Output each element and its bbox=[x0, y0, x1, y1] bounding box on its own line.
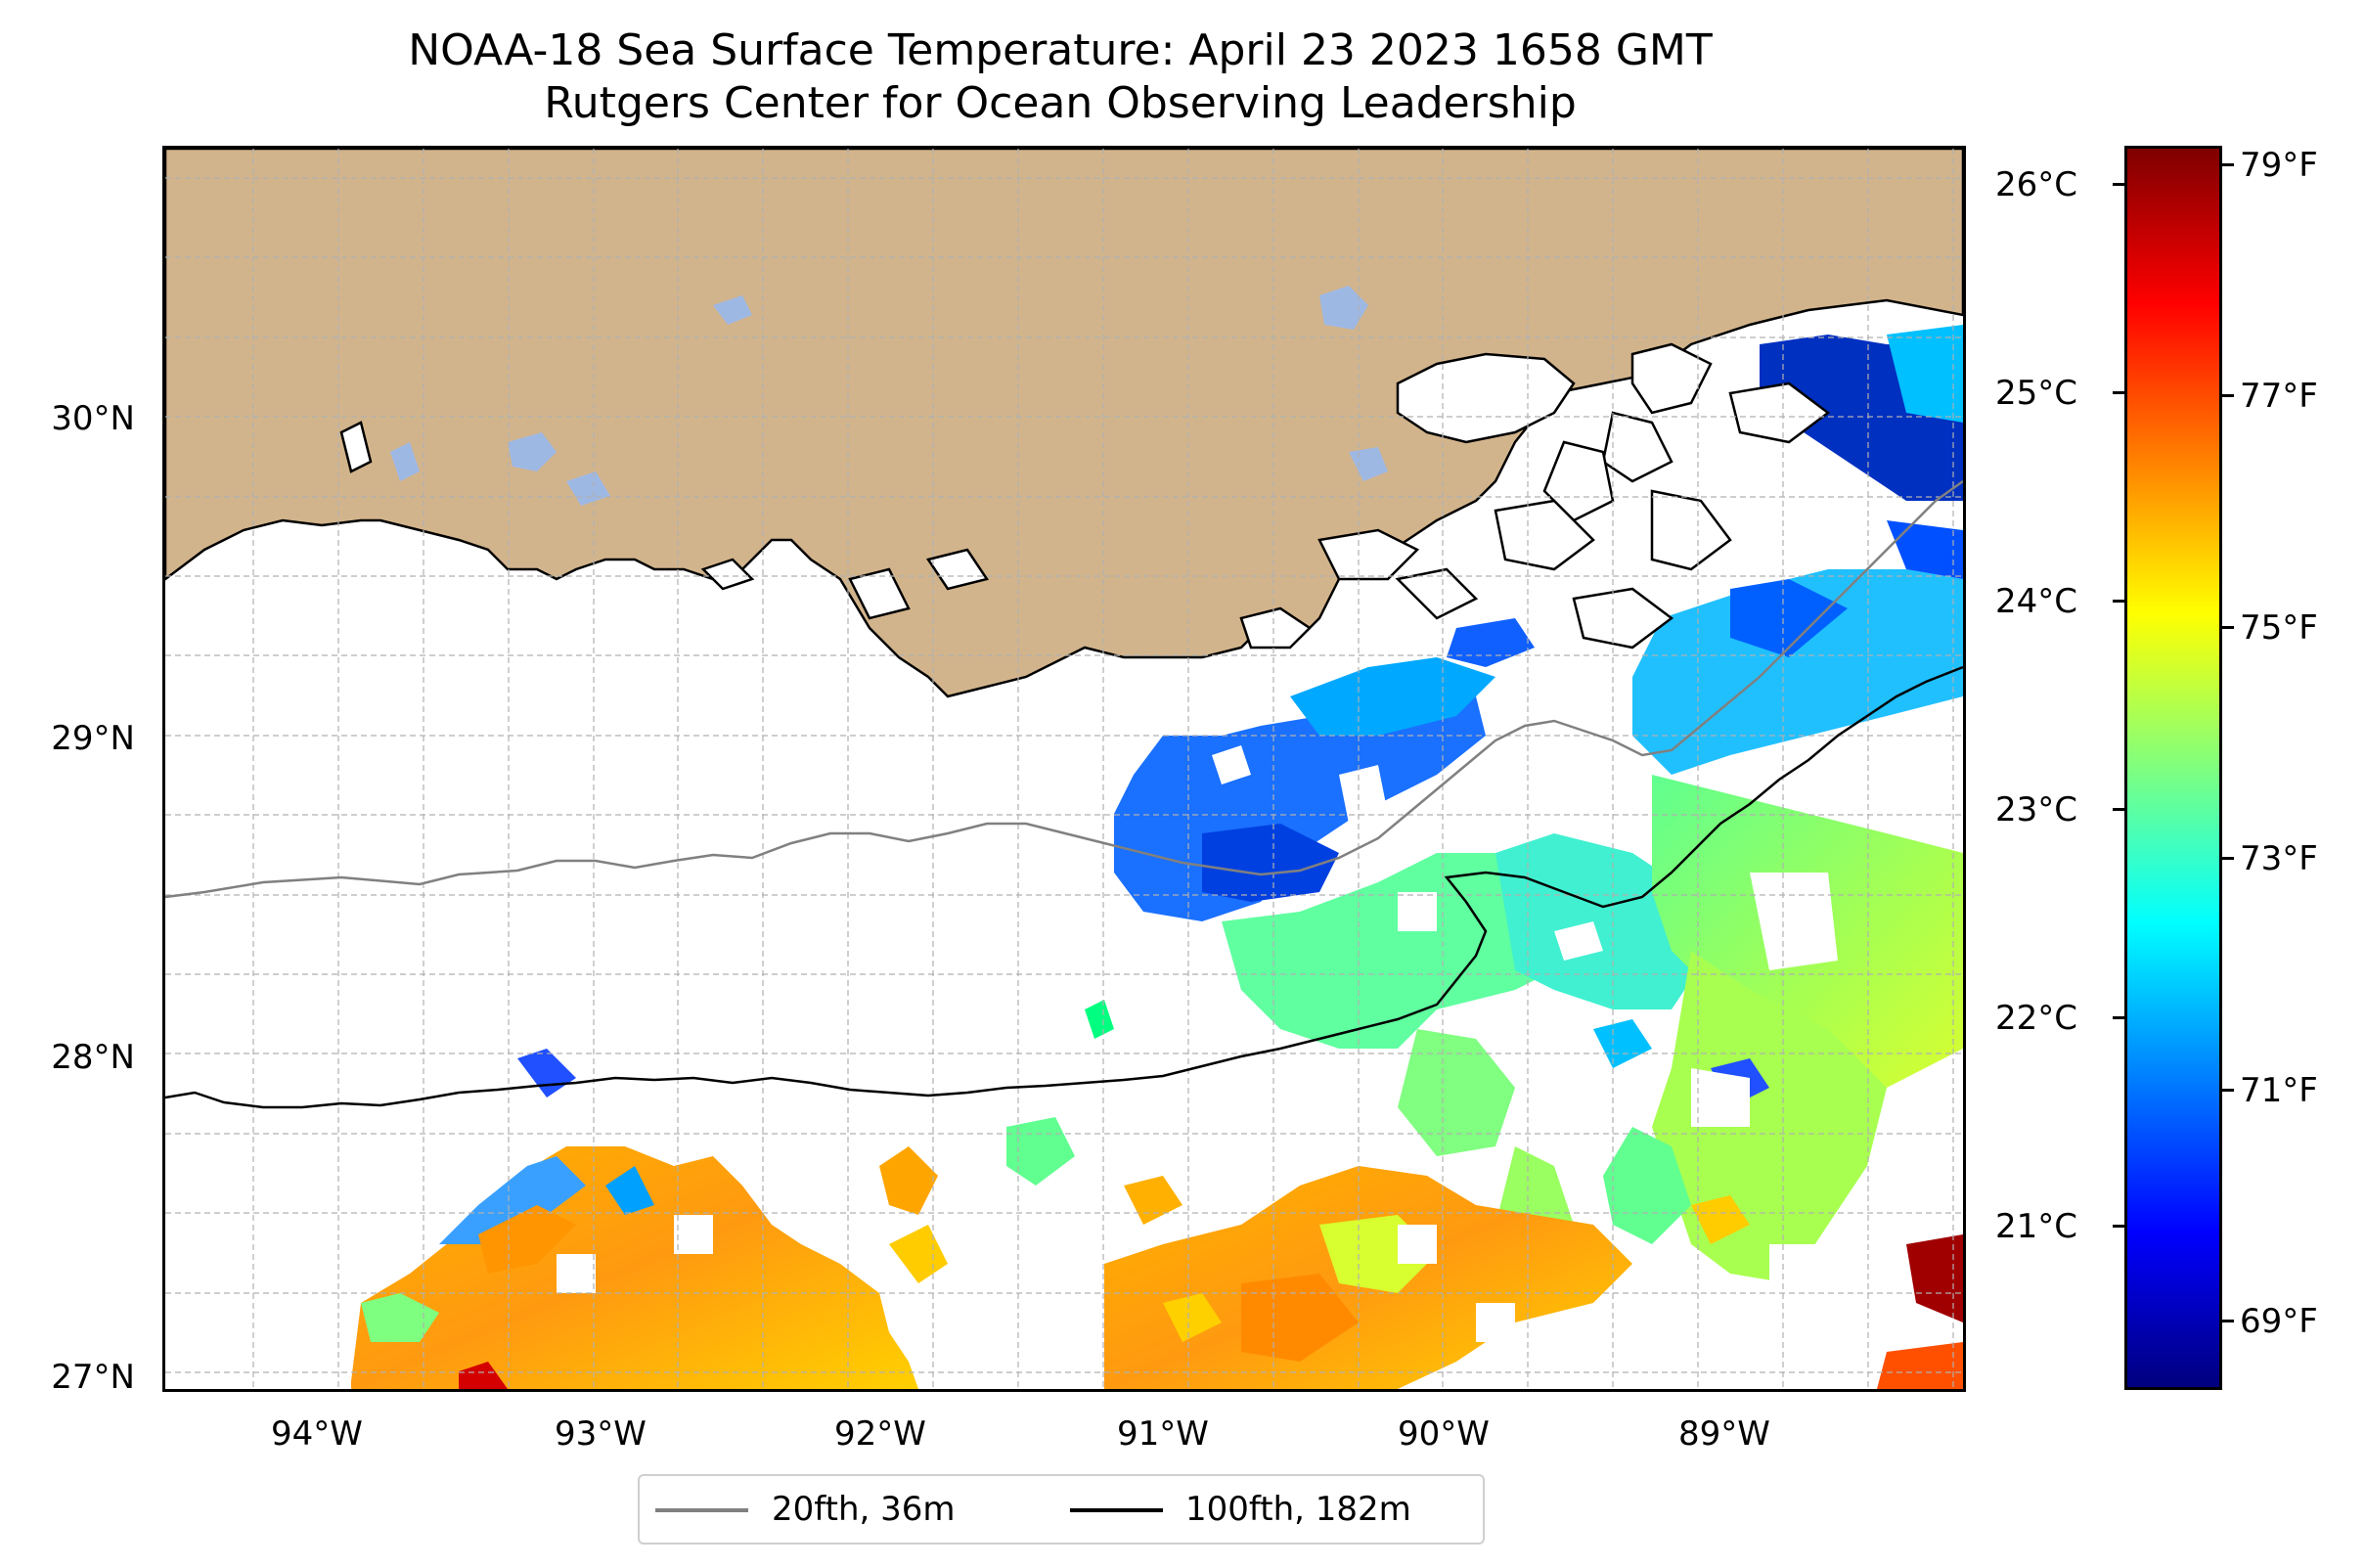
colorbar-tick-c bbox=[2113, 1225, 2124, 1228]
lon-label-89w: 89°W bbox=[1678, 1414, 1770, 1454]
map-subtitle: Rutgers Center for Ocean Observing Leade… bbox=[544, 78, 1577, 128]
contour-legend: 20fth, 36m 100fth, 182m bbox=[638, 1474, 1485, 1545]
map-title: NOAA-18 Sea Surface Temperature: April 2… bbox=[408, 25, 1713, 75]
colorbar-tick-f bbox=[2222, 857, 2234, 860]
bays bbox=[339, 342, 1831, 650]
colorbar-tick-c bbox=[2113, 600, 2124, 603]
sst-map-canvas bbox=[165, 149, 1963, 1389]
lon-label-94w: 94°W bbox=[271, 1414, 363, 1454]
lon-label-92w: 92°W bbox=[834, 1414, 926, 1454]
colorbar-label-22c: 22°C bbox=[1995, 999, 2078, 1038]
sst-map bbox=[162, 146, 1966, 1392]
colorbar-tick-f bbox=[2222, 1320, 2234, 1322]
colorbar-label-25c: 25°C bbox=[1995, 374, 2078, 413]
graticule bbox=[165, 149, 1963, 1389]
colorbar-label-75f: 75°F bbox=[2240, 608, 2318, 648]
colorbar-tick-f bbox=[2222, 1089, 2234, 1092]
colorbar-label-73f: 73°F bbox=[2240, 839, 2318, 878]
colorbar-tick-c bbox=[2113, 1016, 2124, 1019]
colorbar-label-71f: 71°F bbox=[2240, 1071, 2318, 1110]
lon-label-91w: 91°W bbox=[1117, 1414, 1209, 1454]
lat-label-29n: 29°N bbox=[51, 719, 135, 758]
colorbar-tick-f bbox=[2222, 394, 2234, 397]
contour-20fth bbox=[165, 479, 1963, 899]
legend-label-20fth: 20fth, 36m bbox=[772, 1490, 956, 1529]
colorbar-label-21c: 21°C bbox=[1995, 1207, 2078, 1246]
lon-label-90w: 90°W bbox=[1398, 1414, 1490, 1454]
colorbar-tick-f bbox=[2222, 163, 2234, 166]
contour-100fth bbox=[165, 665, 1963, 1109]
colorbar bbox=[2124, 146, 2222, 1390]
colorbar-label-69f: 69°F bbox=[2240, 1302, 2318, 1341]
legend-label-100fth: 100fth, 182m bbox=[1185, 1490, 1411, 1529]
legend-swatch-100fth bbox=[1070, 1508, 1163, 1512]
lat-label-30n: 30°N bbox=[51, 399, 135, 438]
lat-label-28n: 28°N bbox=[51, 1038, 135, 1077]
colorbar-label-24c: 24°C bbox=[1995, 582, 2078, 621]
colorbar-tick-c bbox=[2113, 391, 2124, 394]
colorbar-label-77f: 77°F bbox=[2240, 377, 2318, 416]
sst-cool-north bbox=[1114, 325, 1963, 921]
colorbar-tick-c bbox=[2113, 183, 2124, 186]
lakes bbox=[390, 286, 1388, 506]
lon-label-93w: 93°W bbox=[555, 1414, 647, 1454]
cloud-gaps bbox=[557, 745, 1838, 1342]
colorbar-label-23c: 23°C bbox=[1995, 790, 2078, 829]
lat-label-27n: 27°N bbox=[51, 1358, 135, 1397]
legend-swatch-20fth bbox=[655, 1508, 748, 1512]
colorbar-tick-c bbox=[2113, 808, 2124, 811]
colorbar-label-26c: 26°C bbox=[1995, 165, 2078, 204]
colorbar-tick-f bbox=[2222, 626, 2234, 629]
colorbar-label-79f: 79°F bbox=[2240, 146, 2318, 185]
sst-warm-southwest bbox=[351, 1146, 918, 1389]
